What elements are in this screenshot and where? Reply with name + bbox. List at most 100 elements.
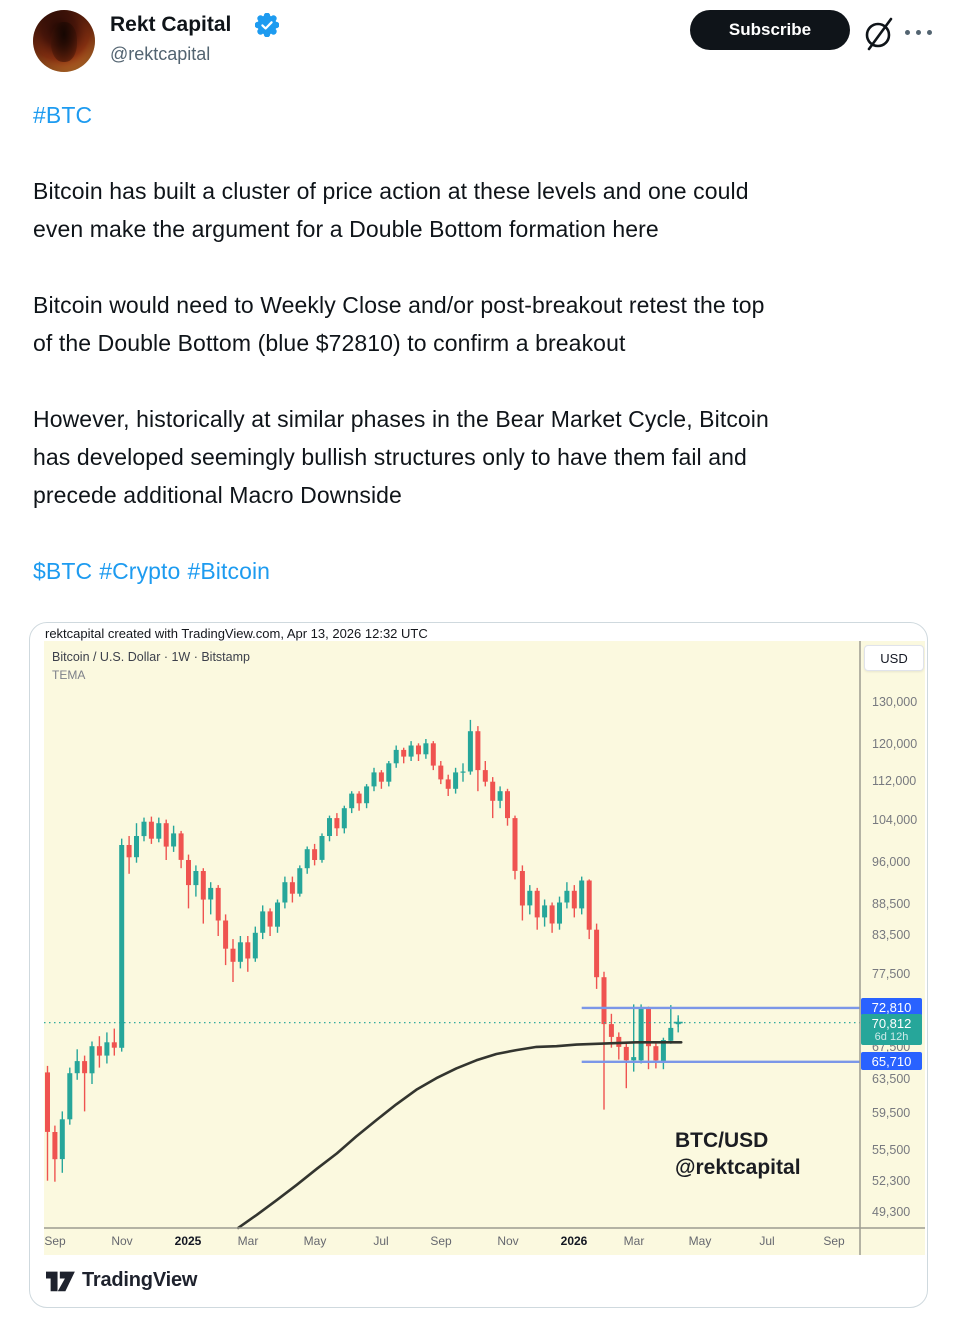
subscribe-button[interactable]: Subscribe [690, 10, 850, 50]
candle-body [96, 1046, 102, 1056]
month-axis-label: Mar [237, 1234, 259, 1248]
price-axis-label: 88,500 [872, 897, 911, 911]
candlestick-plot [44, 641, 925, 1255]
candle-body [601, 977, 607, 1025]
candle-body [638, 1007, 644, 1061]
candle-body [193, 871, 199, 886]
candle-body [430, 743, 436, 766]
candle-body [134, 836, 139, 858]
candle-body [490, 781, 496, 801]
candle-body [267, 911, 273, 927]
candle-body [163, 823, 169, 847]
candle-body [631, 1057, 637, 1061]
candle-body [327, 818, 332, 836]
candle-body [282, 882, 288, 903]
candle-body [371, 772, 377, 787]
chart-attribution: rektcapital created with TradingView.com… [45, 626, 428, 641]
tag-link[interactable]: #Crypto [99, 558, 181, 584]
candle-body [59, 1119, 65, 1160]
tag-link[interactable]: #Bitcoin [187, 558, 271, 584]
user-handle[interactable]: @rektcapital [110, 44, 211, 64]
candle-body [171, 833, 177, 847]
candle-body [275, 902, 280, 927]
tag-link[interactable]: $BTC [33, 558, 93, 584]
last-price-marker [673, 1018, 683, 1028]
grok-icon[interactable] [861, 16, 897, 52]
month-axis-label: May [688, 1234, 712, 1248]
candle-body [341, 808, 347, 829]
candle-body [557, 902, 562, 924]
candle-body [119, 845, 125, 1048]
tweet-paragraph-3: However, historically at similar phases … [33, 406, 769, 508]
candle-body [223, 920, 229, 949]
month-axis-label: Sep [44, 1234, 66, 1248]
month-axis-label: Nov [497, 1234, 519, 1248]
candle-body [542, 905, 548, 918]
candle-body [111, 1042, 117, 1048]
candle-body [230, 948, 236, 962]
price-axis-label: 83,500 [872, 928, 911, 942]
candle-body [460, 771, 466, 773]
candle-body [482, 770, 488, 782]
candle-body [608, 1024, 614, 1037]
month-axis-label: 2026 [560, 1234, 588, 1248]
candle-body [52, 1132, 58, 1160]
indicator-label: TEMA [52, 668, 86, 682]
price-axis-label: 112,000 [872, 774, 917, 788]
candle-body [416, 745, 421, 755]
candle-body [579, 880, 585, 909]
chart-symbol-title: Bitcoin / U.S. Dollar · 1W · Bitstamp [52, 650, 250, 664]
candle-body [319, 836, 325, 860]
candle-body [304, 849, 310, 869]
candle-body [519, 871, 525, 906]
candle-body [660, 1040, 666, 1062]
candle-body [527, 890, 533, 906]
candle-body [297, 868, 303, 894]
current-price-badge: 70,812 6d 12h [861, 1014, 922, 1045]
candle-body [594, 929, 600, 978]
candle-body [252, 932, 258, 959]
candle-body [549, 905, 555, 924]
watermark-handle: @rektcapital [675, 1156, 801, 1179]
candle-body [74, 1061, 80, 1074]
price-axis-label: 130,000 [872, 695, 918, 709]
level-badge-72810: 72,810 [861, 998, 922, 1016]
tradingview-logo-icon [46, 1271, 76, 1298]
month-axis-label: Jul [759, 1234, 775, 1248]
candle-body [364, 786, 370, 804]
verified-icon [254, 12, 280, 42]
candle-body [126, 845, 132, 858]
chart-watermark: BTC/USD @rektcapital [675, 1127, 801, 1181]
candle-body [438, 765, 444, 780]
candle-body [653, 1046, 659, 1061]
price-axis-label: 55,500 [872, 1143, 911, 1157]
candle-body [148, 821, 154, 839]
price-axis-label: 77,500 [872, 967, 911, 981]
candle-body [237, 942, 243, 962]
price-axis-label: 104,000 [872, 813, 918, 827]
hashtag-btc-link[interactable]: #BTC [33, 102, 93, 128]
display-name[interactable]: Rekt Capital [110, 13, 232, 36]
candle-body [245, 942, 251, 959]
tema-indicator-line [236, 1040, 683, 1230]
month-axis-label: Sep [430, 1234, 452, 1248]
candle-body [67, 1073, 73, 1120]
tweet-paragraph-1: Bitcoin has built a cluster of price act… [33, 178, 749, 242]
candle-body [156, 823, 162, 839]
candle-body [260, 911, 266, 933]
month-axis-label: Jul [373, 1234, 389, 1248]
currency-usd-button: USD [864, 645, 924, 671]
avatar[interactable] [33, 10, 95, 72]
month-axis-label: Sep [823, 1234, 845, 1248]
candle-body [393, 749, 399, 764]
price-axis-label: 52,300 [872, 1174, 911, 1188]
candle-body [668, 1027, 674, 1041]
more-options-icon[interactable] [905, 30, 941, 38]
candle-body [586, 880, 592, 930]
candle-body [312, 849, 318, 860]
price-axis-label: 96,000 [872, 855, 911, 869]
candle-body [289, 882, 295, 894]
candle-body [89, 1046, 95, 1074]
candle-body [623, 1046, 629, 1061]
candle-body [386, 763, 392, 782]
